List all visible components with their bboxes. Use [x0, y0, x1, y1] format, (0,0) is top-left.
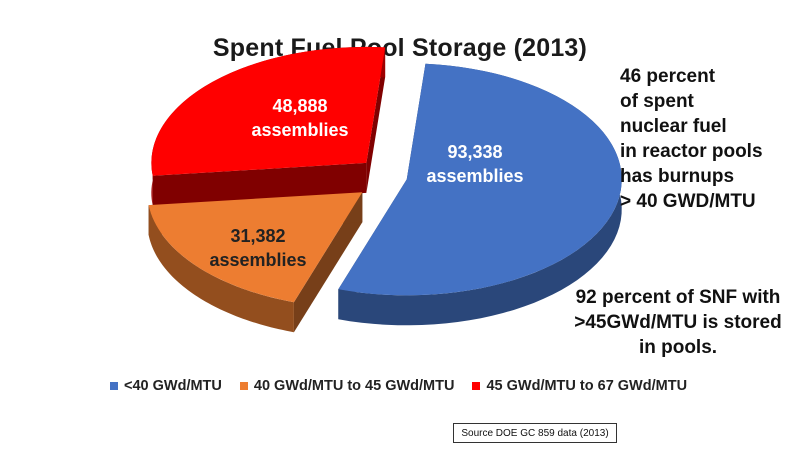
- slice-value-label: 31,382: [230, 226, 285, 246]
- legend-item: 45 GWd/MTU to 67 GWd/MTU: [472, 378, 687, 394]
- slice-unit-label: assemblies: [251, 120, 348, 140]
- pie-slice: [148, 192, 363, 303]
- annotation-line: in reactor pools: [620, 141, 763, 162]
- legend-label: 45 GWd/MTU to 67 GWd/MTU: [486, 378, 688, 394]
- annotation-line: in pools.: [638, 337, 718, 358]
- source-note: Source DOE GC 859 data (2013): [453, 423, 617, 443]
- annotation-line: 46 percent: [620, 66, 716, 87]
- annotation-line: nuclear fuel: [620, 116, 727, 137]
- pie-slice-side: [366, 47, 386, 193]
- annotation-line: has burnups: [620, 166, 735, 187]
- annotation-line: > 40 GWD/MTU: [620, 191, 756, 212]
- annotation-bottom-right: 92 percent of SNF with >45GWd/MTU is sto…: [560, 285, 796, 360]
- annotation-top-right: 46 percent of spent nuclear fuel in reac…: [620, 64, 798, 214]
- legend-item: 40 GWd/MTU to 45 GWd/MTU: [239, 378, 455, 394]
- chart-title: Spent Fuel Pool Storage (2013): [212, 34, 588, 62]
- slice-unit-label: assemblies: [426, 166, 523, 186]
- pie-slice-side: [293, 192, 363, 333]
- legend: <40 GWd/MTU 40 GWd/MTU to 45 GWd/MTU 45 …: [110, 378, 750, 394]
- legend-swatch-orange: [239, 382, 248, 390]
- legend-swatch-blue: [110, 382, 118, 390]
- slice-value-label: 93,338: [447, 142, 502, 162]
- pie-slice-rim: [148, 205, 294, 333]
- legend-label: 40 GWd/MTU to 45 GWd/MTU: [253, 378, 455, 394]
- pie-slice: [338, 63, 622, 296]
- legend-item: <40 GWd/MTU: [110, 378, 222, 394]
- slice-value-label: 48,888: [272, 96, 327, 116]
- annotation-line: of spent: [620, 91, 694, 112]
- legend-swatch-red: [472, 382, 481, 390]
- pie-slice-rim: [338, 63, 622, 326]
- pie-slice-side: [152, 162, 367, 206]
- legend-label: <40 GWd/MTU: [124, 378, 222, 394]
- annotation-line: >45GWd/MTU is stored: [574, 312, 782, 333]
- pie-slice: [151, 46, 386, 176]
- annotation-line: 92 percent of SNF with: [575, 287, 781, 308]
- slice-unit-label: assemblies: [209, 250, 306, 270]
